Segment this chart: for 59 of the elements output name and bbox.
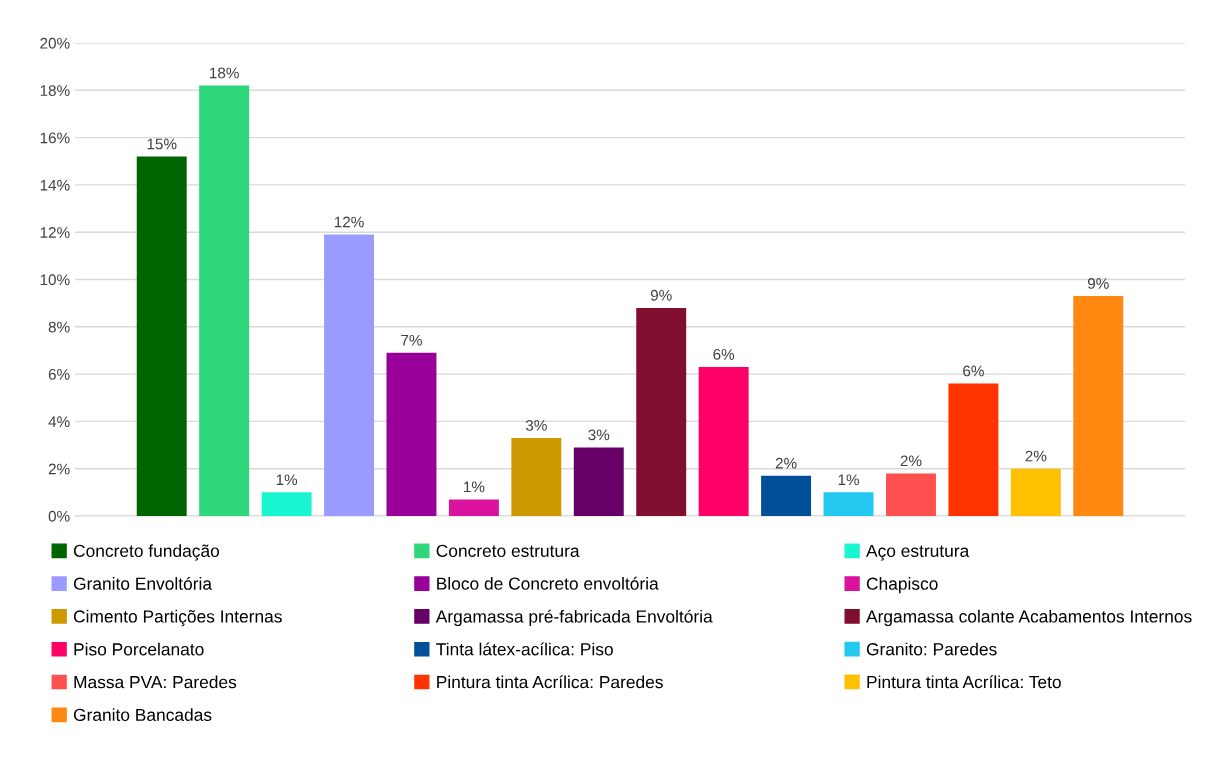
legend-label: Bloco de Concreto envoltória [437, 576, 659, 590]
bar [199, 85, 250, 516]
bar [885, 473, 936, 516]
data-label: 9% [650, 289, 672, 301]
y-tick-label: 10% [40, 274, 70, 286]
data-label: 3% [588, 429, 610, 441]
legend-label: Argamassa colante Acabamentos Internos [866, 609, 1192, 627]
y-tick-label: 14% [40, 179, 70, 191]
data-label: 2% [775, 457, 797, 469]
y-tick-label: 16% [40, 132, 70, 144]
legend-label: Argamassa pré-fabricada Envoltória [435, 609, 713, 627]
legend-label: Concreto fundação [73, 544, 220, 561]
bar [1073, 296, 1124, 516]
legend-label: Massa PVA: Paredes [74, 675, 237, 689]
data-label: 12% [334, 216, 364, 228]
data-label: 15% [147, 138, 177, 150]
y-tick-label: 20% [40, 37, 70, 49]
y-tick-label: 6% [48, 368, 70, 380]
data-label: 1% [838, 474, 860, 486]
y-tick-label: 0% [48, 510, 70, 522]
data-label: 2% [1025, 450, 1047, 462]
bar [261, 492, 312, 516]
bar [573, 447, 624, 516]
legend-label: Chapisco [866, 577, 938, 594]
data-label: 9% [1087, 278, 1109, 289]
legend-label: Granito Envoltória [73, 576, 213, 590]
y-tick-label: 2% [48, 463, 70, 475]
legend-label: Granito Bancadas [73, 708, 212, 722]
y-tick-label: 4% [48, 416, 70, 428]
bar [1010, 468, 1061, 516]
bar [636, 307, 687, 516]
legend-label: Cimento Partições Internas [73, 609, 282, 627]
legend-label: Concreto estrutura [436, 544, 580, 558]
y-tick-label: 12% [40, 227, 70, 238]
legend-label: Granito: Paredes [866, 642, 997, 656]
y-tick-label: 18% [40, 85, 70, 96]
bar [136, 156, 187, 516]
bar [761, 475, 812, 516]
legend-label: Pintura tinta Acrílica: Teto [867, 675, 1061, 689]
bar [511, 437, 562, 516]
bar [823, 492, 874, 516]
bar [324, 234, 375, 516]
bar [448, 499, 499, 516]
bar [948, 383, 999, 516]
data-label: 6% [963, 365, 984, 377]
data-label: 18% [210, 67, 239, 79]
data-label: 3% [525, 419, 547, 431]
bar [386, 352, 437, 516]
legend-label: Aço estrutura [866, 544, 970, 561]
legend-label: Tinta látex-acílica: Piso [436, 642, 613, 656]
y-tick-label: 8% [48, 321, 70, 333]
legend-label: Piso Porcelanato [74, 642, 204, 656]
data-label: 2% [900, 455, 922, 467]
data-label: 1% [276, 474, 298, 486]
bar [698, 367, 749, 516]
data-label: 6% [713, 349, 735, 360]
legend-label: Pintura tinta Acrílica: Paredes [437, 675, 663, 689]
data-label: 1% [464, 481, 485, 493]
data-label: 7% [401, 334, 422, 346]
